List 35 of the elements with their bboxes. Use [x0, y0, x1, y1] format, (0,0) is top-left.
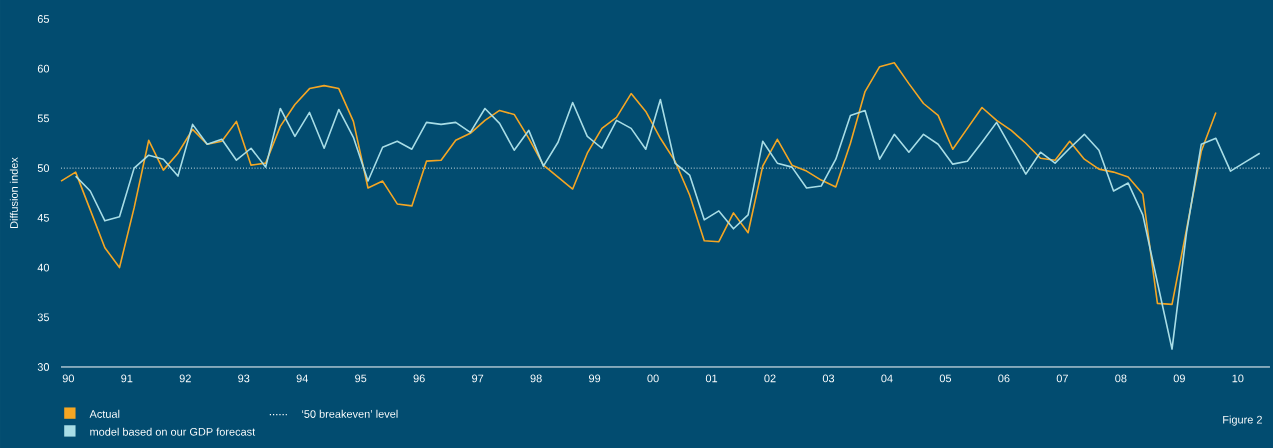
x-tick-label: 09 [1173, 374, 1185, 383]
x-tick-label: 03 [822, 374, 835, 383]
x-tick-label: 99 [589, 374, 601, 383]
y-tick-label: 45 [37, 214, 50, 222]
legend-label: Actual [89, 409, 120, 418]
x-tick-label: 00 [647, 374, 659, 383]
y-tick-label: 30 [37, 363, 50, 371]
x-tick-label: 92 [179, 374, 191, 383]
x-tick-label: 01 [705, 374, 718, 383]
y-tick-label: 35 [37, 313, 50, 322]
legend-label: model based on our GDP forecast [90, 427, 256, 436]
x-tick-label: 91 [121, 374, 133, 383]
x-tick-label: 98 [530, 374, 542, 383]
y-axis-title: Diffusion index [9, 157, 18, 228]
x-tick-label: 96 [413, 374, 425, 383]
x-tick-label: 90 [62, 374, 74, 383]
x-tick-label: 02 [764, 374, 776, 383]
line-series [60, 61, 1217, 306]
y-tick-label: 40 [37, 263, 50, 272]
x-tick-label: 93 [238, 374, 250, 383]
x-tick-label: 10 [1232, 374, 1244, 383]
legend-label: ‘50 breakeven’ level [302, 409, 398, 418]
y-tick-label: 50 [37, 164, 50, 173]
y-tick-label: 60 [37, 64, 50, 73]
caption: Figure 2 [1223, 415, 1262, 426]
x-tick-label: 95 [355, 374, 367, 383]
y-tick-label: 55 [37, 114, 50, 123]
x-tick-label: 05 [939, 374, 952, 383]
x-tick-label: 08 [1115, 374, 1127, 383]
x-tick-label: 06 [998, 374, 1010, 383]
y-tick-label: 65 [37, 15, 50, 23]
x-tick-label: 04 [881, 374, 893, 383]
x-tick-label: 07 [1056, 374, 1068, 383]
x-tick-label: 94 [296, 374, 308, 383]
x-tick-label: 97 [472, 374, 484, 383]
